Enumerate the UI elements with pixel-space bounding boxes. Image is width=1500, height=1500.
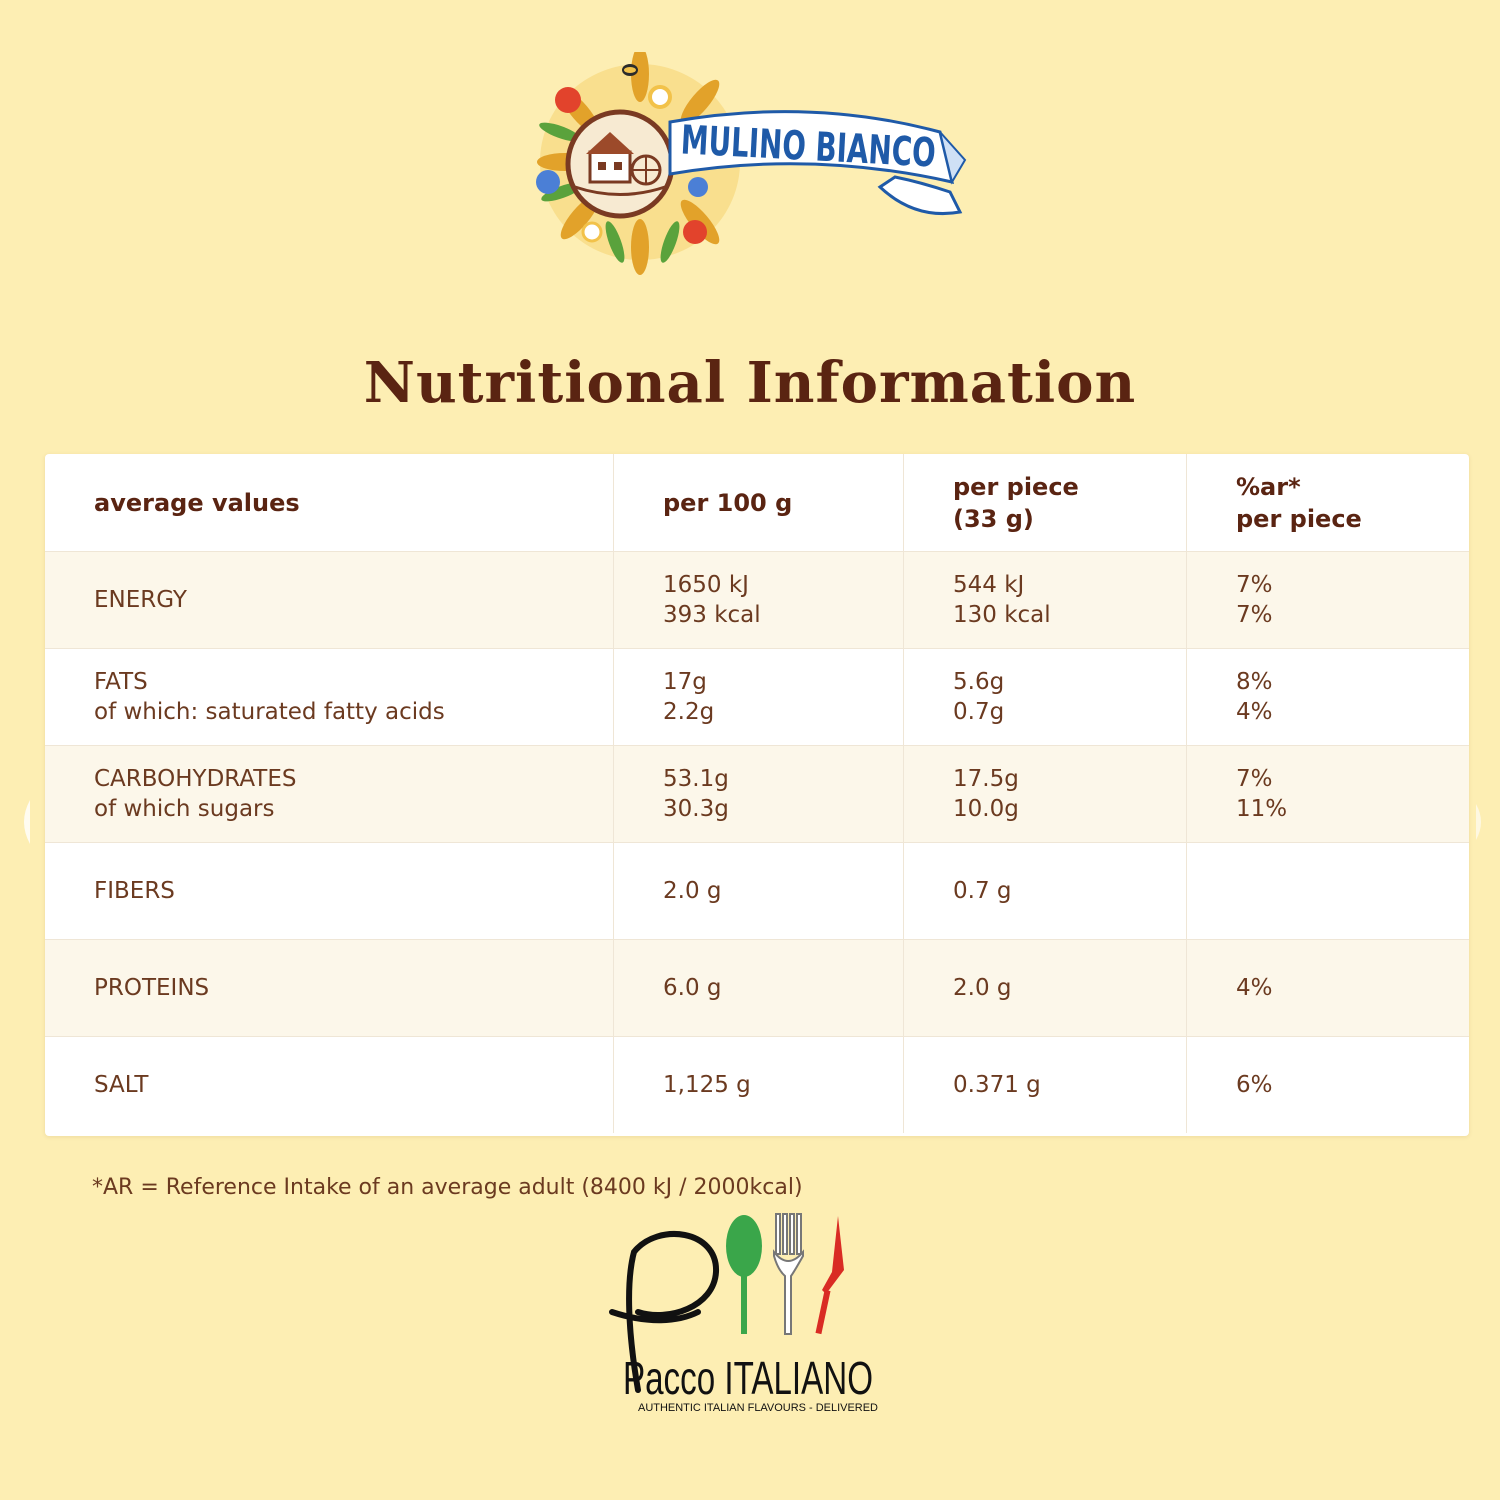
value-text: 11% bbox=[1236, 796, 1288, 822]
nutrient-cell: SALT bbox=[45, 1037, 613, 1133]
header-cell-per-100g: per 100 g bbox=[613, 454, 903, 551]
nutrient-label: SALT bbox=[94, 1072, 149, 1098]
nutrient-cell: PROTEINS bbox=[45, 940, 613, 1036]
value-text: 0.371 g bbox=[953, 1072, 1041, 1098]
nutrient-label: CARBOHYDRATES bbox=[94, 766, 297, 792]
pacco-italiano-logo: Pacco ITALIANO AUTHENTIC ITALIAN FLAVOUR… bbox=[609, 1213, 878, 1414]
value-cell-per-100g: 17g 2.2g bbox=[613, 649, 903, 745]
header-text: per piece bbox=[953, 472, 1079, 501]
table-row-energy: ENERGY 1650 kJ 393 kcal 544 kJ 130 kcal … bbox=[45, 551, 1469, 648]
pacco-tagline: AUTHENTIC ITALIAN FLAVOURS - DELIVERED bbox=[638, 1402, 878, 1414]
header-cell-average-values: average values bbox=[45, 454, 613, 551]
nutrient-label: FATS bbox=[94, 669, 148, 695]
value-text: 0.7g bbox=[953, 699, 1005, 725]
header-text: per piece bbox=[1236, 504, 1362, 533]
table-row-proteins: PROTEINS 6.0 g 2.0 g 4% bbox=[45, 939, 1469, 1036]
table-header-row: average values per 100 g per piece (33 g… bbox=[45, 454, 1469, 551]
value-text: 130 kcal bbox=[953, 602, 1051, 628]
value-text: 4% bbox=[1236, 975, 1273, 1001]
value-text: 2.0 g bbox=[663, 878, 722, 904]
value-text: 8% bbox=[1236, 669, 1273, 695]
nutrient-cell: CARBOHYDRATES of which sugars bbox=[45, 746, 613, 842]
value-text: 6% bbox=[1236, 1072, 1273, 1098]
value-text: 7% bbox=[1236, 766, 1273, 792]
nutrient-sublabel: of which sugars bbox=[94, 796, 275, 822]
value-text: 0.7 g bbox=[953, 878, 1012, 904]
value-cell-per-100g: 53.1g 30.3g bbox=[613, 746, 903, 842]
fork-icon bbox=[773, 1213, 804, 1335]
value-cell-per-100g: 2.0 g bbox=[613, 843, 903, 939]
value-text: 4% bbox=[1236, 699, 1273, 725]
value-cell-per-100g: 6.0 g bbox=[613, 940, 903, 1036]
nutrient-label: FIBERS bbox=[94, 878, 175, 904]
value-text: 393 kcal bbox=[663, 602, 761, 628]
mulino-bianco-logo: MULINO BIANCO bbox=[536, 52, 967, 275]
value-text: 53.1g bbox=[663, 766, 729, 792]
header-text: %ar* bbox=[1236, 472, 1301, 501]
value-cell-per-piece: 0.7 g bbox=[903, 843, 1186, 939]
value-cell-per-piece: 17.5g 10.0g bbox=[903, 746, 1186, 842]
value-cell-per-piece: 544 kJ 130 kcal bbox=[903, 552, 1186, 648]
header-text: per 100 g bbox=[663, 488, 793, 517]
pacco-wordmark: Pacco ITALIANO bbox=[623, 1352, 873, 1404]
header-text: average values bbox=[94, 488, 300, 517]
script-p-icon bbox=[609, 1231, 720, 1393]
nutrient-cell: FIBERS bbox=[45, 843, 613, 939]
value-cell-ar bbox=[1186, 843, 1469, 939]
nutrient-cell: FATS of which: saturated fatty acids bbox=[45, 649, 613, 745]
value-cell-ar: 7% 11% bbox=[1186, 746, 1469, 842]
value-cell-per-piece: 2.0 g bbox=[903, 940, 1186, 1036]
header-cell-ar-per-piece: %ar* per piece bbox=[1186, 454, 1469, 551]
table-row-fats: FATS of which: saturated fatty acids 17g… bbox=[45, 648, 1469, 745]
mill-icon bbox=[565, 109, 675, 219]
value-text: 7% bbox=[1236, 572, 1273, 598]
nutrient-sublabel: of which: saturated fatty acids bbox=[94, 699, 445, 725]
value-cell-ar: 4% bbox=[1186, 940, 1469, 1036]
spoon-icon bbox=[726, 1215, 762, 1334]
value-cell-per-piece: 0.371 g bbox=[903, 1037, 1186, 1133]
brand-ribbon: MULINO BIANCO bbox=[668, 110, 967, 216]
knife-icon bbox=[815, 1216, 844, 1335]
carousel-next-icon[interactable] bbox=[1476, 800, 1488, 844]
table-row-salt: SALT 1,125 g 0.371 g 6% bbox=[45, 1036, 1469, 1133]
value-cell-per-100g: 1,125 g bbox=[613, 1037, 903, 1133]
value-cell-ar: 6% bbox=[1186, 1037, 1469, 1133]
value-text: 5.6g bbox=[953, 669, 1005, 695]
carousel-prev-icon[interactable] bbox=[18, 800, 30, 844]
value-text: 17.5g bbox=[953, 766, 1019, 792]
footnote: *AR = Reference Intake of an average adu… bbox=[92, 1175, 803, 1200]
value-text: 1,125 g bbox=[663, 1072, 751, 1098]
value-text: 7% bbox=[1236, 602, 1273, 628]
nutrition-table: average values per 100 g per piece (33 g… bbox=[45, 454, 1469, 1136]
value-cell-per-100g: 1650 kJ 393 kcal bbox=[613, 552, 903, 648]
nutrient-label: PROTEINS bbox=[94, 975, 210, 1001]
header-text: (33 g) bbox=[953, 504, 1034, 533]
value-text: 2.2g bbox=[663, 699, 715, 725]
table-row-fibers: FIBERS 2.0 g 0.7 g bbox=[45, 842, 1469, 939]
value-text: 2.0 g bbox=[953, 975, 1012, 1001]
value-text: 17g bbox=[663, 669, 707, 695]
page-title: Nutritional Information bbox=[363, 350, 1137, 416]
nutrient-label: ENERGY bbox=[94, 587, 187, 613]
table-row-carbohydrates: CARBOHYDRATES of which sugars 53.1g 30.3… bbox=[45, 745, 1469, 842]
value-cell-per-piece: 5.6g 0.7g bbox=[903, 649, 1186, 745]
value-cell-ar: 7% 7% bbox=[1186, 552, 1469, 648]
value-text: 10.0g bbox=[953, 796, 1019, 822]
value-text: 1650 kJ bbox=[663, 572, 749, 598]
value-text: 30.3g bbox=[663, 796, 729, 822]
value-cell-ar: 8% 4% bbox=[1186, 649, 1469, 745]
value-text: 6.0 g bbox=[663, 975, 722, 1001]
nutrient-cell: ENERGY bbox=[45, 552, 613, 648]
header-cell-per-piece: per piece (33 g) bbox=[903, 454, 1186, 551]
value-text: 544 kJ bbox=[953, 572, 1025, 598]
